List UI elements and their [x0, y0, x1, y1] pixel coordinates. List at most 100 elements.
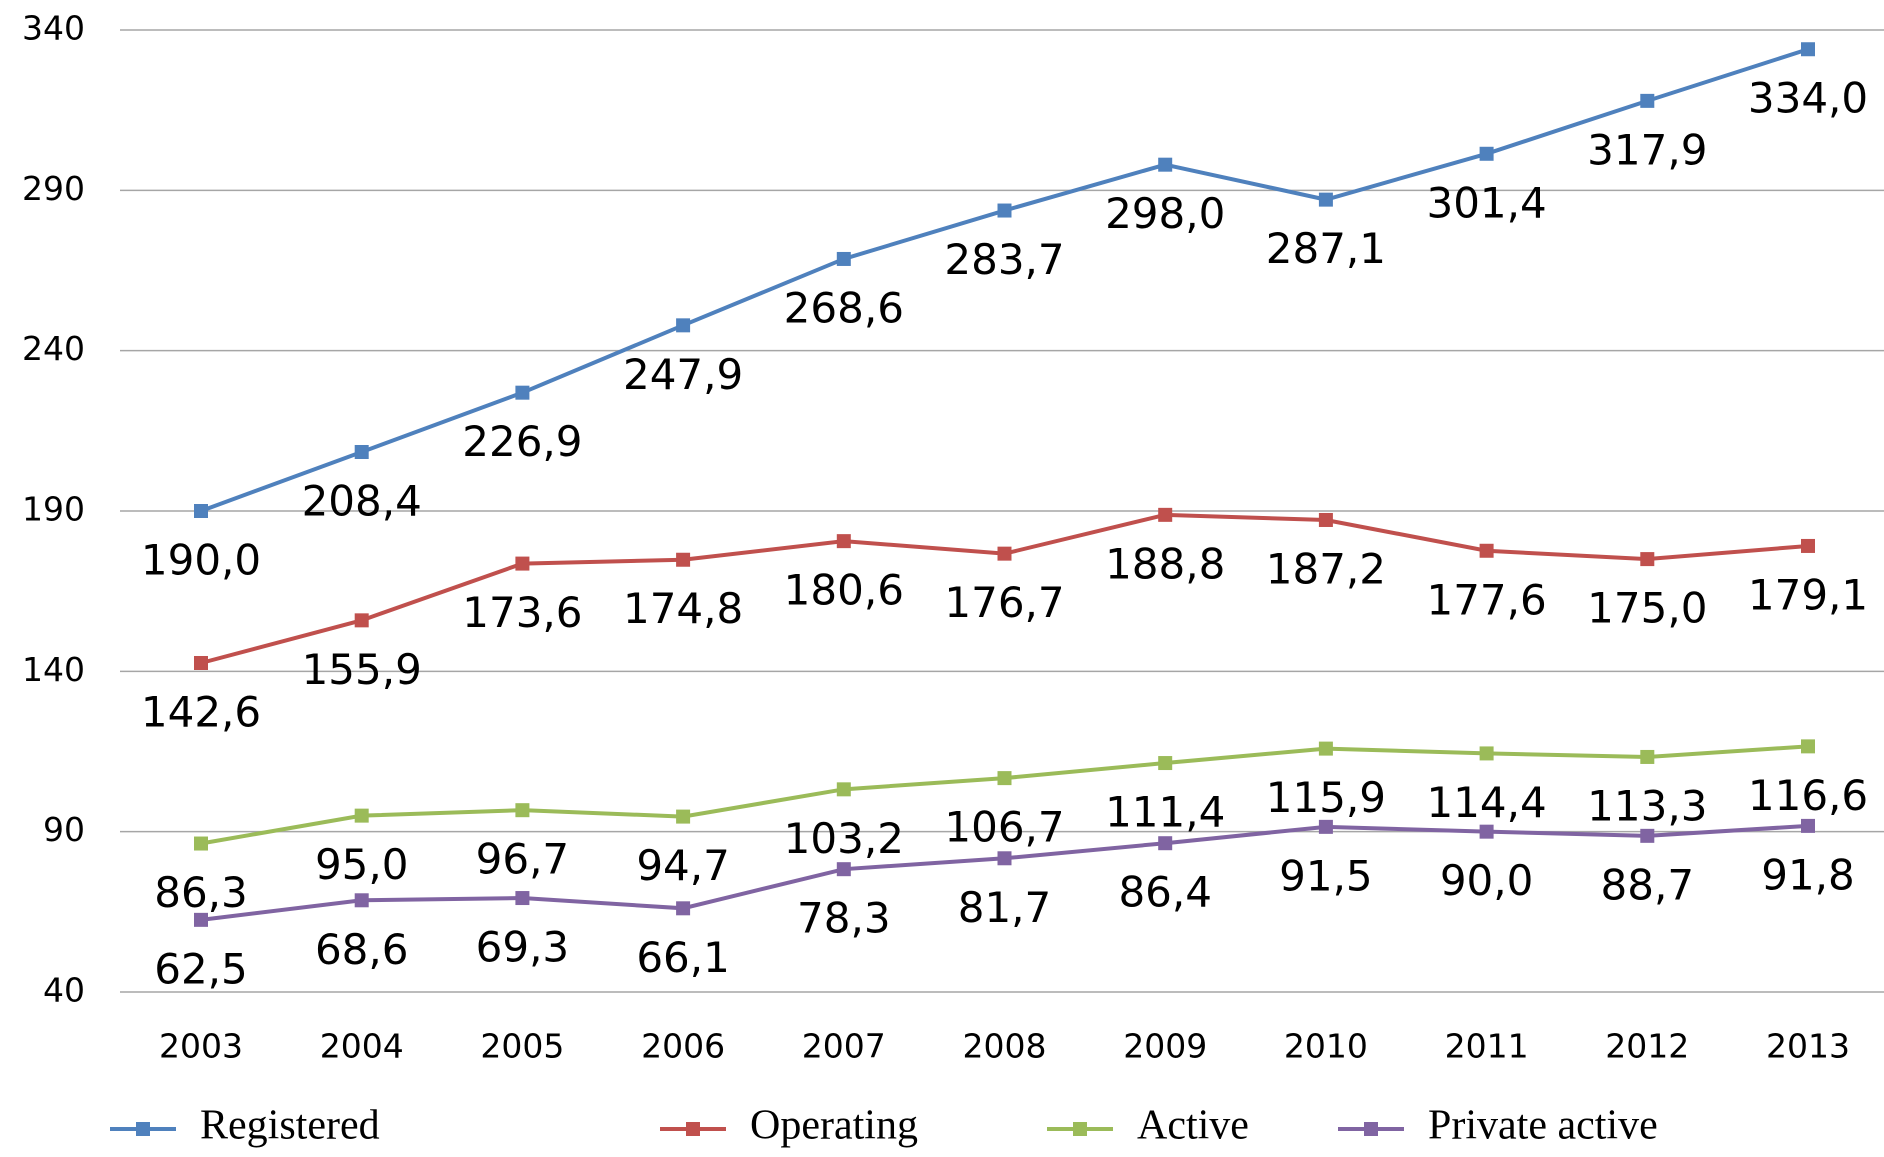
data-label: 91,8 — [1761, 850, 1855, 899]
y-tick-label: 40 — [43, 971, 85, 1010]
data-label: 334,0 — [1748, 74, 1868, 123]
legend-swatch-marker — [1073, 1122, 1087, 1136]
legend-swatch-marker — [136, 1122, 150, 1136]
data-label: 268,6 — [784, 283, 904, 332]
marker — [676, 901, 691, 916]
data-label: 247,9 — [623, 350, 743, 399]
data-label: 90,0 — [1440, 856, 1534, 905]
marker — [1640, 828, 1655, 843]
marker — [836, 251, 851, 266]
data-label: 283,7 — [944, 235, 1064, 284]
marker — [1479, 543, 1494, 558]
data-label: 317,9 — [1587, 125, 1707, 174]
data-label: 116,6 — [1748, 771, 1868, 820]
y-tick-label: 290 — [22, 169, 85, 208]
data-label: 103,2 — [784, 814, 904, 863]
x-tick-label: 2007 — [802, 1027, 886, 1066]
x-tick-label: 2012 — [1605, 1027, 1689, 1066]
marker — [515, 891, 530, 906]
marker — [1158, 836, 1173, 851]
marker — [354, 808, 369, 823]
data-label: 174,8 — [623, 584, 743, 633]
data-label: 155,9 — [302, 645, 422, 694]
marker — [1801, 739, 1815, 754]
marker — [997, 546, 1012, 561]
data-label: 88,7 — [1601, 860, 1695, 909]
y-tick-label: 240 — [22, 329, 85, 368]
data-label: 62,5 — [154, 944, 248, 993]
data-label: 66,1 — [636, 933, 730, 982]
data-label: 188,8 — [1105, 539, 1225, 588]
marker — [1318, 512, 1333, 527]
data-label: 81,7 — [958, 883, 1052, 932]
data-label: 287,1 — [1266, 224, 1386, 273]
legend-swatch-marker — [686, 1122, 700, 1136]
legend-item: Operating — [660, 1103, 918, 1149]
data-label: 226,9 — [462, 417, 582, 466]
y-tick-label: 190 — [22, 490, 85, 529]
marker — [515, 803, 530, 818]
data-label: 177,6 — [1426, 575, 1546, 624]
marker — [836, 534, 851, 549]
y-tick-label: 340 — [22, 9, 85, 48]
data-label: 95,0 — [315, 840, 409, 889]
data-label: 208,4 — [302, 476, 422, 525]
data-label: 115,9 — [1266, 773, 1386, 822]
y-tick-label: 140 — [22, 650, 85, 689]
data-label: 179,1 — [1748, 570, 1868, 619]
marker — [194, 912, 208, 927]
data-label: 176,7 — [944, 578, 1064, 627]
x-tick-label: 2013 — [1766, 1027, 1850, 1066]
marker — [1158, 507, 1173, 522]
marker — [1318, 819, 1333, 834]
data-label: 175,0 — [1587, 584, 1707, 633]
marker — [997, 771, 1012, 786]
marker — [194, 836, 208, 851]
marker — [1801, 818, 1815, 833]
data-label: 173,6 — [462, 588, 582, 637]
data-label: 94,7 — [636, 841, 730, 890]
x-tick-label: 2005 — [480, 1027, 564, 1066]
data-label: 86,4 — [1118, 868, 1212, 917]
marker — [1801, 538, 1815, 553]
data-label: 190,0 — [141, 536, 261, 585]
data-label: 91,5 — [1279, 851, 1373, 900]
legend-label: Private active — [1428, 1103, 1658, 1149]
x-tick-label: 2010 — [1284, 1027, 1368, 1066]
marker — [1640, 552, 1655, 567]
marker — [1479, 824, 1494, 839]
marker — [676, 809, 691, 824]
marker — [1640, 749, 1655, 764]
marker — [194, 655, 208, 670]
data-label: 78,3 — [797, 894, 891, 943]
y-tick-label: 90 — [43, 810, 85, 849]
data-label: 301,4 — [1426, 178, 1546, 227]
marker — [836, 782, 851, 797]
legend-label: Operating — [750, 1103, 918, 1149]
marker — [354, 613, 369, 628]
legend-item: Private active — [1338, 1103, 1658, 1149]
marker — [1158, 756, 1173, 771]
marker — [1479, 146, 1494, 161]
legend-item: Registered — [110, 1103, 380, 1149]
marker — [836, 862, 851, 877]
marker — [997, 203, 1012, 218]
data-label: 69,3 — [476, 923, 570, 972]
marker — [354, 444, 369, 459]
legend-label: Registered — [200, 1103, 380, 1149]
marker — [515, 385, 530, 400]
x-tick-label: 2008 — [963, 1027, 1047, 1066]
marker — [676, 318, 691, 333]
marker — [194, 504, 208, 518]
marker — [1640, 93, 1655, 108]
data-label: 298,0 — [1105, 189, 1225, 238]
data-label: 96,7 — [476, 835, 570, 884]
data-label: 68,6 — [315, 925, 409, 974]
data-label: 113,3 — [1587, 781, 1707, 830]
data-label: 114,4 — [1426, 778, 1546, 827]
data-label: 111,4 — [1105, 788, 1225, 837]
legend-label: Active — [1137, 1103, 1249, 1149]
data-label: 106,7 — [944, 803, 1064, 852]
marker — [997, 851, 1012, 866]
